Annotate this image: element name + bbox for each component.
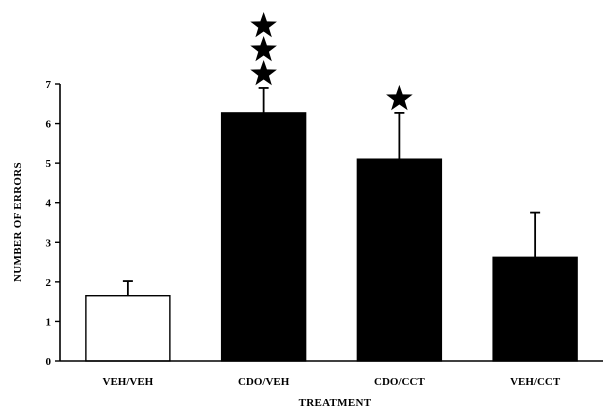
- y-tick-label: 6: [46, 119, 52, 131]
- stars-group: [250, 11, 413, 111]
- significance-star-icon: [250, 35, 277, 62]
- x-tick-label: CDO/CCT: [374, 376, 425, 388]
- bar-cdo-veh: [220, 112, 307, 362]
- y-axis: 0 1 2 3 4 5 6 7: [46, 79, 61, 368]
- y-tick-label: 3: [46, 237, 52, 249]
- significance-star-icon: [250, 11, 277, 38]
- bars-group: [85, 112, 578, 362]
- y-axis-title: NUMBER OF ERRORS: [12, 162, 24, 282]
- y-tick-label: 2: [46, 277, 52, 289]
- significance-star-icon: [250, 59, 277, 86]
- y-tick-label: 5: [46, 158, 52, 170]
- significance-star-icon: [386, 84, 413, 111]
- x-tick-label: VEH/VEH: [103, 376, 154, 388]
- x-tick-label: VEH/CCT: [510, 376, 561, 388]
- x-axis-title: TREATMENT: [299, 397, 372, 409]
- bar-veh-cct: [492, 256, 578, 362]
- bar-cdo-cct: [356, 158, 443, 362]
- error-bars-group: [122, 87, 541, 296]
- y-tick-label: 4: [46, 198, 52, 210]
- y-tick-label: 0: [46, 356, 52, 368]
- bar-veh-veh: [85, 295, 171, 362]
- y-tick-label: 7: [46, 79, 52, 91]
- y-tick-label: 1: [46, 316, 52, 328]
- x-tick-label: CDO/VEH: [238, 376, 290, 388]
- x-axis: VEH/VEH CDO/VEH CDO/CCT VEH/CCT: [60, 360, 603, 388]
